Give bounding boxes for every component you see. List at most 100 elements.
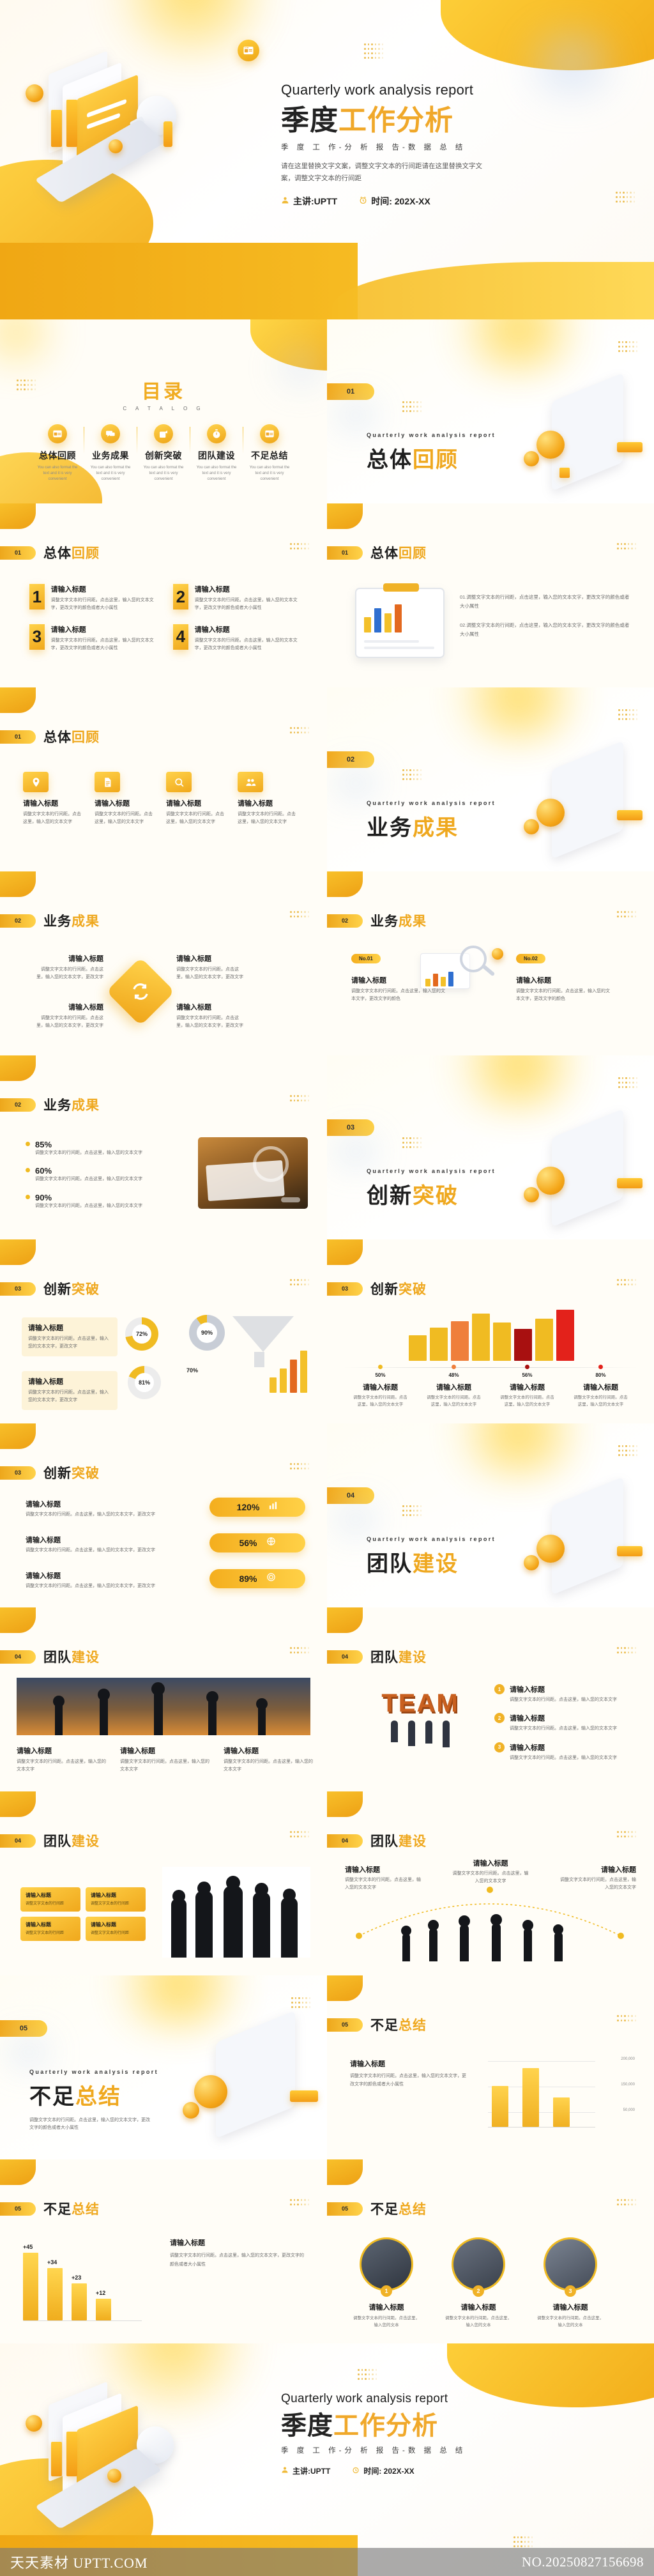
list-number: 1 xyxy=(494,1684,505,1694)
catalog-item-0[interactable]: 总体回顾 You can also format the text and it… xyxy=(31,424,84,482)
teamwork-photo xyxy=(17,1678,310,1735)
bullet-line: 02.调整文字文本的行间距，点击这里，输入您的文本文字，更改文字的颜色或者大小属… xyxy=(460,622,630,637)
percent-row[interactable]: 85% 调整文字文本的行间距。点击这里，输入您的文本文字 xyxy=(26,1140,166,1157)
icon-card[interactable]: 请输入标题 调整文字文本的行间距。点击这里，输入您的文本文字 xyxy=(23,772,84,827)
clipboard-illustration xyxy=(355,583,445,658)
end-time: 时间: 202X-XX xyxy=(352,2465,414,2476)
summary-card[interactable]: 请输入标题 调整文字文本的行间距。点击这里，输入您的文本文字，更改文字的颜色或者… xyxy=(170,2237,308,2269)
arc-card[interactable]: 请输入标题 调整文字文本的行间距。点击这里，输入您的文本文字 xyxy=(452,1858,529,1886)
diamond-card[interactable]: 请输入标题 调整文字文本的行间距。点击这里，输入您的文本文字，更改文字 xyxy=(176,1002,245,1031)
innovation-card[interactable]: 请输入标题 调整文字文本的行间距。点击这里，输入您的文本文字，更改文字 xyxy=(22,1371,118,1410)
header-number: 04 xyxy=(0,1834,36,1848)
card-body: 调整文字文本的行间距。点击这里，输入您的文本文字，更改文字的颜色或者大小属性 xyxy=(194,638,298,650)
donut-chart-90: 90% xyxy=(189,1315,225,1351)
mini-card[interactable]: 请输入标题 调整文字文本的行间距 xyxy=(86,1887,146,1912)
tag-card[interactable]: 请输入标题 调整文字文本的行间距。点击这里，输入您的文本文字，更改文字的颜色 xyxy=(351,975,447,1004)
overview-card[interactable]: 2 请输入标题 调整文字文本的行间距。点击这里，输入您的文本文字，更改文字的颜色… xyxy=(173,584,300,613)
bullet-dot-icon xyxy=(26,1142,30,1146)
icon-card[interactable]: 请输入标题 调整文字文本的行间距。点击这里，输入您的文本文字 xyxy=(238,772,299,827)
slide-header: 04 团队建设 xyxy=(0,1647,100,1666)
summary-card[interactable]: 请输入标题 调整文字文本的行间距。点击这里，输入您的文本文字，更改文字的颜色或者… xyxy=(350,2058,469,2089)
catalog-item-4[interactable]: 不足总结 You can also format the text and it… xyxy=(242,424,296,482)
slide-innovation-barchart: 03 创新突破 50% 请输入标题 调整文字文本的行间距。点击这里，输入您的文本… xyxy=(327,1239,654,1423)
card-title: 请输入标题 xyxy=(345,1866,380,1874)
timeline-marker: 48% 请输入标题 调整文字文本的行间距。点击这里，输入您的文本文字 xyxy=(417,1365,490,1408)
section-body: 调整文字文本的行间距。点击这里，输入您的文本文字，更改文字的颜色或者大小属性 xyxy=(29,2118,150,2131)
icon-card[interactable]: 请输入标题 调整文字文本的行间距。点击这里，输入您的文本文字 xyxy=(166,772,227,827)
card-body: 调整文字文本的行间距。点击这里，输入您的文本文字，更改文字的颜色或者大小属性 xyxy=(50,638,154,650)
diamond-card[interactable]: 请输入标题 调整文字文本的行间距。点击这里，输入您的文本文字，更改文字 xyxy=(176,953,245,982)
slide-header: 01 总体回顾 xyxy=(0,727,100,746)
overview-card[interactable]: 4 请输入标题 调整文字文本的行间距。点击这里，输入您的文本文字，更改文字的颜色… xyxy=(173,624,300,653)
header-number: 01 xyxy=(0,730,36,744)
end-illustration xyxy=(11,2363,222,2529)
percent-row[interactable]: 90% 调整文字文本的行间距。点击这里，输入您的文本文字 xyxy=(26,1193,166,1210)
section-illustration xyxy=(521,372,649,491)
card-title: 请输入标题 xyxy=(95,800,130,808)
circle-card[interactable]: 3 请输入标题 调整文字文本的行间距。点击这里，输入您的文本 xyxy=(535,2237,605,2329)
decor-wave-bottom-right xyxy=(332,262,654,319)
card-title: 请输入标题 xyxy=(224,1747,259,1755)
pill-row[interactable]: 请输入标题 调整文字文本的行间距。点击这里，输入您的文本文字，更改文字 xyxy=(26,1499,172,1519)
slide-section-03: 03 Quarterly work analysis report 创新突破 xyxy=(327,1055,654,1239)
decor-corner xyxy=(327,2159,363,2185)
bar-value-label: +45 xyxy=(23,2244,33,2250)
diamond-card[interactable]: 请输入标题 调整文字文本的行间距。点击这里，输入您的文本文字，更改文字 xyxy=(34,953,103,982)
team-card[interactable]: 请输入标题 调整文字文本的行间距。点击这里，输入您的文本文字 xyxy=(120,1745,209,1774)
mini-card[interactable]: 请输入标题 调整文字文本的行间距 xyxy=(20,1917,80,1942)
team-card[interactable]: 请输入标题 调整文字文本的行间距。点击这里，输入您的文本文字 xyxy=(17,1745,106,1774)
end-time-label: 时间: 202X-XX xyxy=(363,2467,414,2476)
card-body: 调整文字文本的行间距。点击这里，输入您的文本文字，更改文字 xyxy=(26,1512,155,1517)
catalog-item-1[interactable]: 业务成果 You can also format the text and it… xyxy=(83,424,137,482)
overview-card[interactable]: 3 请输入标题 调整文字文本的行间距。点击这里，输入您的文本文字，更改文字的颜色… xyxy=(29,624,156,653)
catalog-item-2[interactable]: 创新突破 You can also format the text and it… xyxy=(136,424,190,482)
chart-icon xyxy=(268,1501,278,1514)
slide-team-photo: 04 团队建设 请输入标题 调整文字文本的行间距。点击这里，输入您的文本文字 请… xyxy=(0,1607,327,1791)
section-en-title: Quarterly work analysis report xyxy=(29,2069,159,2075)
icon-card[interactable]: 请输入标题 调整文字文本的行间距。点击这里，输入您的文本文字 xyxy=(95,772,156,827)
card-body: 调整文字文本的行间距。点击这里，输入您的文本文字，更改文字的颜色或者大小属性 xyxy=(170,2253,304,2267)
end-speaker-label: 主讲:UPTT xyxy=(293,2467,331,2476)
team-card[interactable]: 请输入标题 调整文字文本的行间距。点击这里，输入您的文本文字 xyxy=(224,1745,313,1774)
percent-row[interactable]: 60% 调整文字文本的行间距。点击这里，输入您的文本文字 xyxy=(26,1166,166,1183)
arc-card[interactable]: 请输入标题 调整文字文本的行间距。点击这里，输入您的文本文字 xyxy=(559,1864,636,1892)
pill-row[interactable]: 请输入标题 调整文字文本的行间距。点击这里，输入您的文本文字，更改文字 xyxy=(26,1570,172,1590)
decor-dots xyxy=(616,192,635,203)
card-body: 调整文字文本的行间距。点击这里，输入您的文本文字 xyxy=(510,1755,617,1760)
innovation-card[interactable]: 请输入标题 调整文字文本的行间距。点击这里，输入您的文本文字，更改文字 xyxy=(22,1317,118,1356)
card-number: 2 xyxy=(173,584,188,610)
section-number: 01 xyxy=(327,383,374,400)
section-illustration xyxy=(183,2010,323,2145)
y-tick-label: 50,000 xyxy=(623,2108,635,2112)
slide-team-arc: 04 团队建设 请输入标题 调整文字文本的行间距。点击这里，输入您的文本文字 请… xyxy=(327,1791,654,1975)
slide-team-grid: 04 团队建设 请输入标题 调整文字文本的行间距 请输入标题 调整文字文本的行间… xyxy=(0,1791,327,1975)
circle-card[interactable]: 1 请输入标题 调整文字文本的行间距。点击这里，输入您的文本 xyxy=(351,2237,422,2329)
overview-card[interactable]: 1 请输入标题 调整文字文本的行间距。点击这里，输入您的文本文字，更改文字的颜色… xyxy=(29,584,156,613)
card-title: 请输入标题 xyxy=(23,800,58,808)
circle-card[interactable]: 2 请输入标题 调整文字文本的行间距。点击这里，输入您的文本 xyxy=(443,2237,513,2329)
diamond-card[interactable]: 请输入标题 调整文字文本的行间距。点击这里，输入您的文本文字，更改文字 xyxy=(34,1002,103,1031)
decor-corner xyxy=(0,503,36,529)
news-card-icon xyxy=(238,40,259,61)
catalog-items: 总体回顾 You can also format the text and it… xyxy=(0,424,327,482)
tag-card[interactable]: 请输入标题 调整文字文本的行间距。点击这里，输入您的文本文字，更改文字的颜色 xyxy=(516,975,612,1004)
card-body: 调整文字文本的行间距。点击这里，输入您的文本文字，更改文字 xyxy=(176,1016,243,1029)
card-body: 调整文字文本的行间距。点击这里，输入您的文本文字，更改文字 xyxy=(26,1548,155,1552)
section-illustration xyxy=(521,1108,649,1227)
decor-corner xyxy=(0,1055,36,1081)
mini-card[interactable]: 请输入标题 调整文字文本的行间距 xyxy=(86,1917,146,1942)
arc-card[interactable]: 请输入标题 调整文字文本的行间距。点击这里，输入您的文本文字 xyxy=(345,1864,422,1892)
card-title: 请输入标题 xyxy=(350,2060,385,2068)
team-list-item[interactable]: 2 请输入标题 调整文字文本的行间距。点击这里，输入您的文本文字 xyxy=(494,1713,635,1733)
decor-corner xyxy=(327,1791,363,1817)
mini-card[interactable]: 请输入标题 调整文字文本的行间距 xyxy=(20,1887,80,1912)
team-list-item[interactable]: 1 请输入标题 调整文字文本的行间距。点击这里，输入您的文本文字 xyxy=(494,1684,635,1704)
funnel-illustration xyxy=(222,1314,312,1397)
team-list-item[interactable]: 3 请输入标题 调整文字文本的行间距。点击这里，输入您的文本文字 xyxy=(494,1742,635,1762)
slide-header: 04 团队建设 xyxy=(0,1831,100,1850)
card-body: 调整文字文本的行间距。点击这里，输入您的文本文字 xyxy=(452,1871,529,1884)
card-body: 调整文字文本的行间距。点击这里，输入您的文本文字，更改文字的颜色 xyxy=(516,989,610,1002)
pill-row[interactable]: 请输入标题 调整文字文本的行间距。点击这里，输入您的文本文字，更改文字 xyxy=(26,1535,172,1554)
card-title: 请输入标题 xyxy=(26,1892,51,1898)
catalog-item-3[interactable]: 团队建设 You can also format the text and it… xyxy=(189,424,243,482)
